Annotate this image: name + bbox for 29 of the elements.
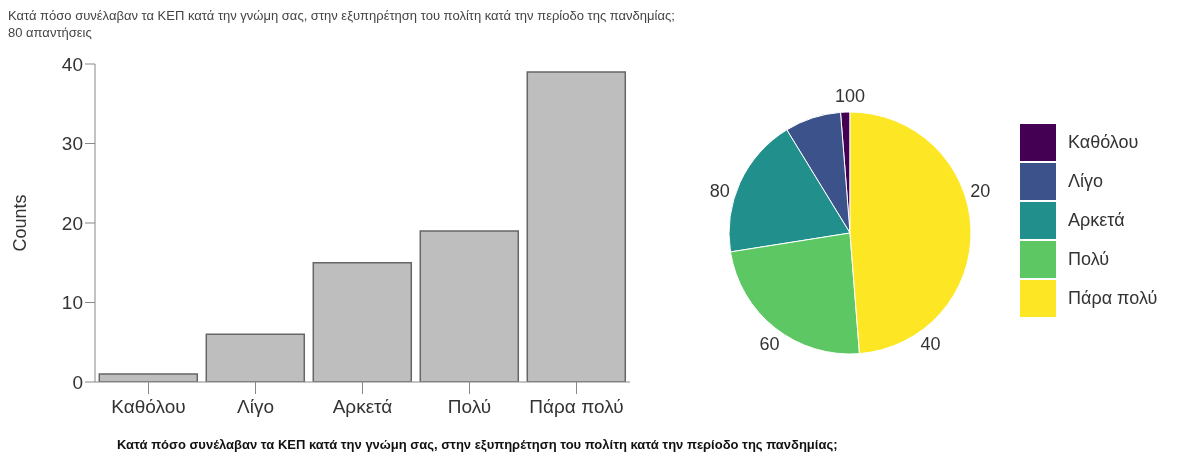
y-axis-title: Counts xyxy=(10,194,31,252)
y-tick-label: 30 xyxy=(61,133,83,155)
text: 100 xyxy=(834,86,866,106)
y-tick-label: 40 xyxy=(61,53,83,75)
x-tick-label: Λίγο xyxy=(237,396,274,418)
x-tick-label: Πάρα πολύ xyxy=(529,396,624,418)
legend-label: Αρκετά xyxy=(1068,209,1125,231)
y-tick-label: 20 xyxy=(61,212,83,234)
bar xyxy=(312,262,413,382)
bar xyxy=(98,373,199,382)
legend-label: Πάρα πολύ xyxy=(1068,287,1158,309)
chart-title: Κατά πόσο συνέλαβαν τα ΚΕΠ κατά την γνώμη σας, στην εξυπηρέτηση του πολίτη κατά την περίοδο της πανδημίας; xyxy=(8,8,675,23)
x-tick-label: Καθόλου xyxy=(111,396,186,418)
x-tick-label: Πολύ xyxy=(447,396,492,418)
legend-label: Πολύ xyxy=(1068,248,1110,270)
text: Κατά πόσο συνέλαβαν τα ΚΕΠ κατά την γνώμη σας, στην εξυπηρέτηση του πολίτη κατά την περίοδο της πανδημίας; xyxy=(117,437,838,452)
text: 40 xyxy=(920,333,941,354)
chart-subtitle: 80 απαντήσεις xyxy=(8,25,92,40)
text: 80 xyxy=(709,180,730,201)
bar xyxy=(526,71,627,382)
bar xyxy=(205,333,306,382)
x-tick-label: Αρκετά xyxy=(332,396,393,418)
bar xyxy=(419,230,520,382)
legend-label: Καθόλου xyxy=(1068,131,1139,153)
y-tick-label: 0 xyxy=(72,371,83,393)
y-tick-label: 10 xyxy=(61,292,83,314)
text: 20 xyxy=(970,180,991,201)
legend-label: Λίγο xyxy=(1068,170,1104,192)
text: 60 xyxy=(759,333,780,354)
